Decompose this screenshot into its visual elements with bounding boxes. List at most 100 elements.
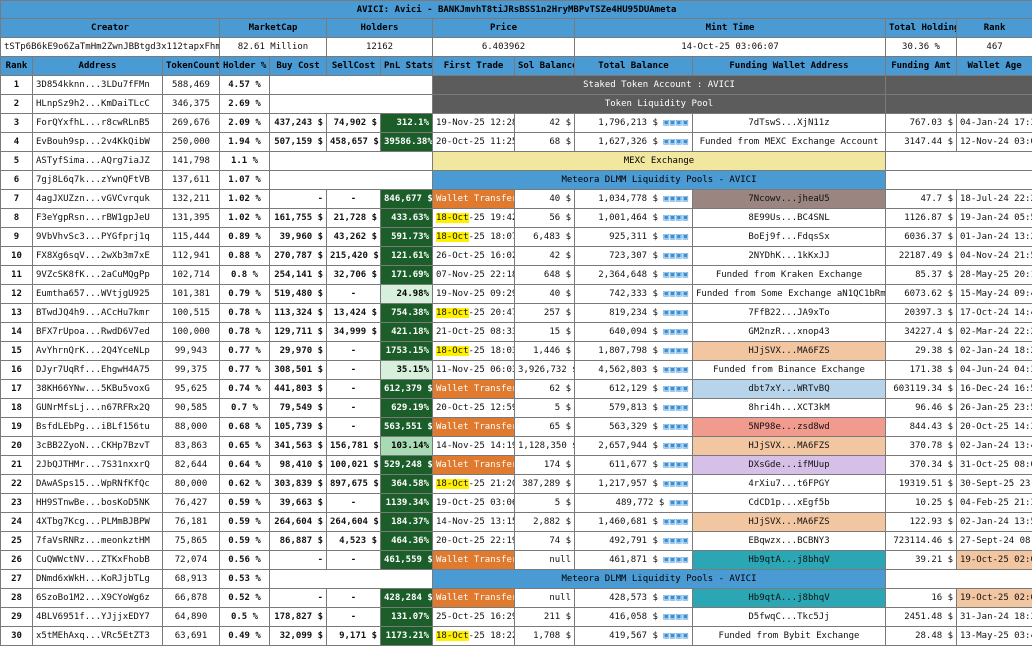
explorer-link-icon[interactable]: ▣▣▣▣ [663, 441, 689, 451]
table-row[interactable]: 19 BsfdLEbPg...iBLf156tu 88,000 0.68 % 105,7… [0, 417, 1032, 437]
table-row[interactable]: 27 DNmd6xWkH...KoRJjbTLg 68,913 0.53 % Meteo… [0, 569, 1032, 589]
address-cell[interactable]: 4BLV6951f...YJjjxEDY7 [32, 607, 163, 627]
explorer-link-icon[interactable]: ▣▣▣ [669, 498, 689, 508]
address-cell[interactable]: DAwASps15...WpRNfKfQc [32, 474, 163, 494]
funding-wallet-cell[interactable]: 8E99Us...BC4SNL [692, 208, 886, 228]
table-row[interactable]: 2 HLnpSz9h2...KmDaiTLcC 346,375 2.69 % Token… [0, 94, 1032, 114]
address-cell[interactable]: ASTyfSima...AQrg7iaJZ [32, 151, 163, 171]
column-header[interactable]: Address [32, 56, 163, 76]
table-row[interactable]: 23 HH9STnwBe...bosKoD5NK 76,427 0.59 % 39,66… [0, 493, 1032, 513]
explorer-link-icon[interactable]: ▣▣▣▣ [663, 118, 689, 128]
table-row[interactable]: 5 ASTyfSima...AQrg7iaJZ 141,798 1.1 % MEXC E… [0, 151, 1032, 171]
funding-wallet-cell[interactable]: Hb9qtA...j8bhqV [692, 550, 886, 570]
address-cell[interactable]: FX8Xg6sqV...2wXb3m7xE [32, 246, 163, 266]
explorer-link-icon[interactable]: ▣▣▣▣ [663, 631, 689, 641]
address-cell[interactable]: DNmd6xWkH...KoRJjbTLg [32, 569, 163, 589]
column-header[interactable]: Buy Cost [269, 56, 327, 76]
column-header[interactable]: Sol Balance [514, 56, 575, 76]
table-row[interactable]: 25 7faVsRNRz...meonkztHM 75,865 0.59 % 86,88… [0, 531, 1032, 551]
table-row[interactable]: 29 4BLV6951f...YJjjxEDY7 64,890 0.5 % 178,82… [0, 607, 1032, 627]
table-row[interactable]: 13 BTwdJQ4h9...ACcHu7kmr 100,515 0.78 % 113,… [0, 303, 1032, 323]
table-row[interactable]: 3 ForQYxfhL...r8cwRLnB5 269,676 2.09 % 437,2… [0, 113, 1032, 133]
funding-wallet-cell[interactable]: 2NYDhK...1kKxJJ [692, 246, 886, 266]
address-cell[interactable]: 3D854kknn...3LDu7fFMn [32, 75, 163, 95]
funding-wallet-cell[interactable]: 5NP98e...zsd8wd [692, 417, 886, 437]
table-row[interactable]: 10 FX8Xg6sqV...2wXb3m7xE 112,941 0.88 % 270,… [0, 246, 1032, 266]
table-row[interactable]: 16 DJyr7UqRf...EhgwH4A75 99,375 0.77 % 308,5… [0, 360, 1032, 380]
table-row[interactable]: 22 DAwASps15...WpRNfKfQc 80,000 0.62 % 303,8… [0, 474, 1032, 494]
explorer-link-icon[interactable]: ▣▣▣▣ [663, 213, 689, 223]
funding-wallet-cell[interactable]: dbt7xY...WRTvBQ [692, 379, 886, 399]
explorer-link-icon[interactable]: ▣▣▣▣ [663, 555, 689, 565]
funding-wallet-cell[interactable]: EBqwzx...BCBNY3 [692, 531, 886, 551]
explorer-link-icon[interactable]: ▣▣▣▣ [663, 536, 689, 546]
explorer-link-icon[interactable]: ▣▣▣▣ [663, 384, 689, 394]
explorer-link-icon[interactable]: ▣▣▣▣ [663, 137, 689, 147]
funding-wallet-cell[interactable]: Funded from Bybit Exchange [692, 626, 886, 646]
address-cell[interactable]: Eumtha657...WVtjgU925 [32, 284, 163, 304]
column-header[interactable]: Total Balance [574, 56, 693, 76]
address-cell[interactable]: 9VZcSK8fK...2aCuMQgPp [32, 265, 163, 285]
address-cell[interactable]: 4agJXUZzn...vGVCvrquk [32, 189, 163, 209]
column-header[interactable]: PnL Stats [380, 56, 433, 76]
address-cell[interactable]: 3cBB2ZyoN...CKHp7BzvT [32, 436, 163, 456]
funding-wallet-cell[interactable]: 4rXiu7...t6FPGY [692, 474, 886, 494]
address-cell[interactable]: 4XTbg7Kcg...PLMmBJBPW [32, 512, 163, 532]
table-row[interactable]: 28 6SzoBo1M2...X9CYoWg6z 66,878 0.52 % - -428… [0, 588, 1032, 608]
address-cell[interactable]: BsfdLEbPg...iBLf156tu [32, 417, 163, 437]
explorer-link-icon[interactable]: ▣▣▣▣ [663, 612, 689, 622]
table-row[interactable]: 4 EvBouh9sp...2v4KkQibW 250,000 1.94 % 507,1… [0, 132, 1032, 152]
funding-wallet-cell[interactable]: Funded from MEXC Exchange Account [692, 132, 886, 152]
explorer-link-icon[interactable]: ▣▣▣▣ [663, 403, 689, 413]
funding-wallet-cell[interactable]: CdCD1p...xEgf5b [692, 493, 886, 513]
table-row[interactable]: 21 2JbQJTHMr...7S31nxxrQ 82,644 0.64 % 98,41… [0, 455, 1032, 475]
address-cell[interactable]: 7gj8L6q7k...zYwnQFtVB [32, 170, 163, 190]
column-header[interactable]: Wallet Age [955, 56, 1032, 76]
funding-wallet-cell[interactable]: 7Ncowv...jheaU5 [692, 189, 886, 209]
address-cell[interactable]: HLnpSz9h2...KmDaiTLcC [32, 94, 163, 114]
funding-wallet-cell[interactable]: Funded from Binance Exchange [692, 360, 886, 380]
explorer-link-icon[interactable]: ▣▣▣▣ [663, 327, 689, 337]
address-cell[interactable]: 6SzoBo1M2...X9CYoWg6z [32, 588, 163, 608]
funding-wallet-cell[interactable]: Funded from Some Exchange aN1QC1bRmsR [692, 284, 886, 304]
address-cell[interactable]: BTwdJQ4h9...ACcHu7kmr [32, 303, 163, 323]
address-cell[interactable]: CuQWWctNV...ZTKxFhobB [32, 550, 163, 570]
table-row[interactable]: 30 x5tMEhAxq...VRc5EtZT3 63,691 0.49 % 32,09… [0, 626, 1032, 646]
explorer-link-icon[interactable]: ▣▣▣▣ [663, 422, 689, 432]
table-row[interactable]: 20 3cBB2ZyoN...CKHp7BzvT 83,863 0.65 % 341,5… [0, 436, 1032, 456]
explorer-link-icon[interactable]: ▣▣▣▣ [663, 593, 689, 603]
column-header[interactable]: SellCost [326, 56, 381, 76]
explorer-link-icon[interactable]: ▣▣▣▣ [663, 289, 689, 299]
column-header[interactable]: TokenCount [162, 56, 220, 76]
column-header[interactable]: Funding Wallet Address [692, 56, 886, 76]
table-row[interactable]: 9 9VbVhvSc3...PYGfprj1q 115,444 0.89 % 39,96… [0, 227, 1032, 247]
funding-wallet-cell[interactable]: D5fwqC...Tkc5Jj [692, 607, 886, 627]
table-row[interactable]: 14 BFX7rUpoa...RwdD6V7ed 100,000 0.78 % 129,… [0, 322, 1032, 342]
address-cell[interactable]: DJyr7UqRf...EhgwH4A75 [32, 360, 163, 380]
funding-wallet-cell[interactable]: DXsGde...ifMUup [692, 455, 886, 475]
address-cell[interactable]: 7faVsRNRz...meonkztHM [32, 531, 163, 551]
address-cell[interactable]: 2JbQJTHMr...7S31nxxrQ [32, 455, 163, 475]
explorer-link-icon[interactable]: ▣▣▣▣ [663, 232, 689, 242]
address-cell[interactable]: GUNrMfsLj...n67RFRx2Q [32, 398, 163, 418]
explorer-link-icon[interactable]: ▣▣▣▣ [663, 460, 689, 470]
address-cell[interactable]: ForQYxfhL...r8cwRLnB5 [32, 113, 163, 133]
address-cell[interactable]: AvYhrnQrK...2Q4YceNLp [32, 341, 163, 361]
explorer-link-icon[interactable]: ▣▣▣▣ [663, 270, 689, 280]
table-row[interactable]: 17 38KH66YNw...5KBu5voxG 95,625 0.74 % 441,8… [0, 379, 1032, 399]
address-cell[interactable]: 38KH66YNw...5KBu5voxG [32, 379, 163, 399]
funding-wallet-cell[interactable]: GM2nzR...xnop43 [692, 322, 886, 342]
table-row[interactable]: 6 7gj8L6q7k...zYwnQFtVB 137,611 1.07 % Meteo… [0, 170, 1032, 190]
funding-wallet-cell[interactable]: BoEj9f...FdqsSx [692, 227, 886, 247]
explorer-link-icon[interactable]: ▣▣▣▣ [663, 479, 689, 489]
table-row[interactable]: 24 4XTbg7Kcg...PLMmBJBPW 76,181 0.59 % 264,6… [0, 512, 1032, 532]
column-header[interactable]: Funding Amt [885, 56, 957, 76]
funding-wallet-cell[interactable]: 7FfB22...JA9xTo [692, 303, 886, 323]
funding-wallet-cell[interactable]: HJjSVX...MA6FZS [692, 341, 886, 361]
table-row[interactable]: 12 Eumtha657...WVtjgU925 101,381 0.79 % 519,… [0, 284, 1032, 304]
funding-wallet-cell[interactable]: HJjSVX...MA6FZS [692, 512, 886, 532]
table-row[interactable]: 1 3D854kknn...3LDu7fFMn 588,469 4.57 % Stake… [0, 75, 1032, 95]
funding-wallet-cell[interactable]: Hb9qtA...j8bhqV [692, 588, 886, 608]
explorer-link-icon[interactable]: ▣▣▣▣ [663, 194, 689, 204]
column-header[interactable]: First Trade [432, 56, 515, 76]
